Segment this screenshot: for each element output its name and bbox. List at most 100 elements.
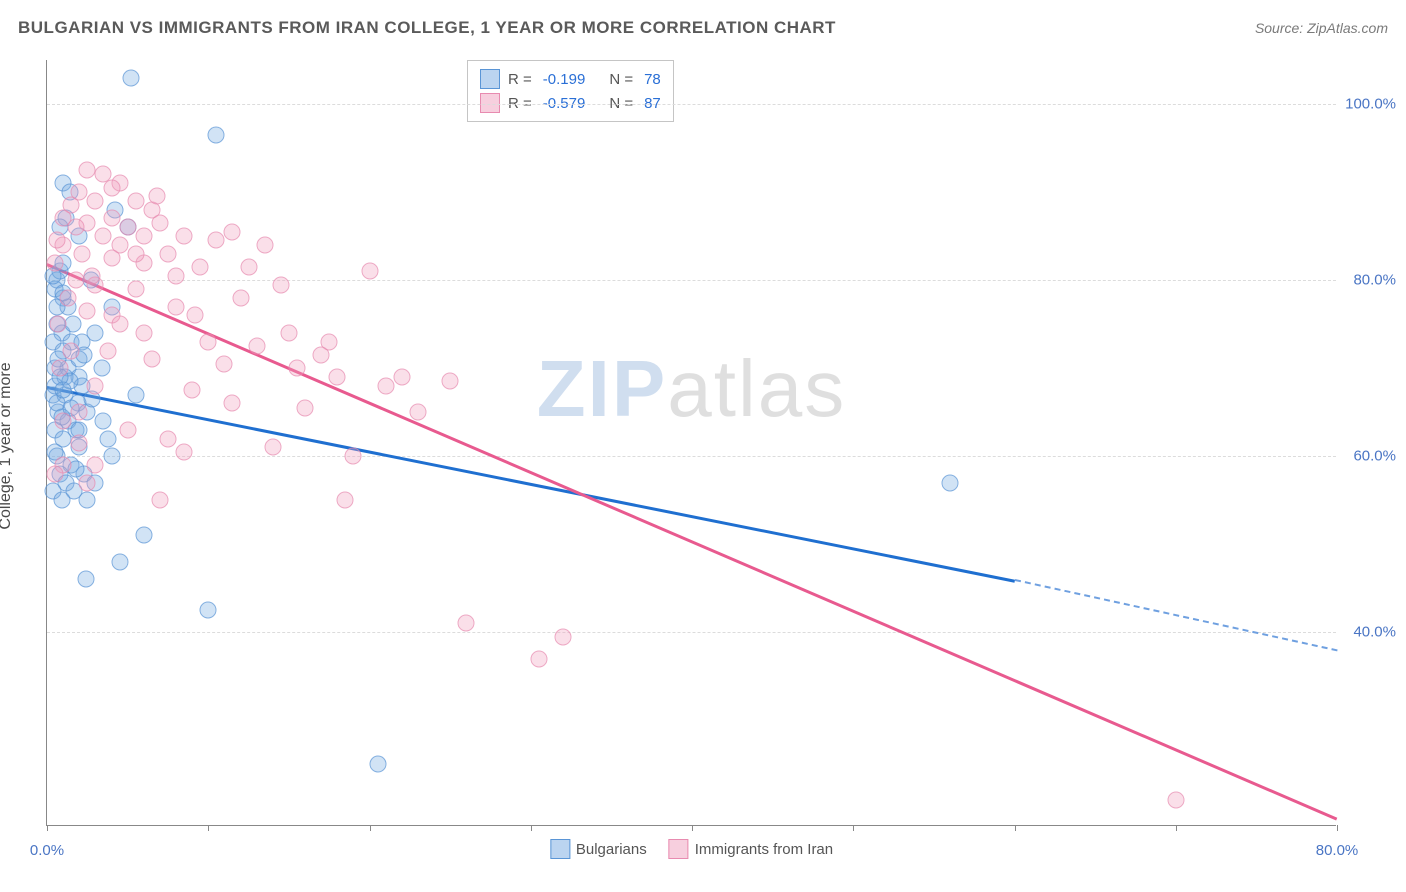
data-point [148,188,165,205]
data-point [224,395,241,412]
data-point [100,342,117,359]
data-point [337,492,354,509]
data-point [119,421,136,438]
data-point [176,443,193,460]
xtick-mark [531,825,532,831]
gridline-h [47,104,1336,105]
data-point [87,457,104,474]
data-point [345,448,362,465]
data-point [232,289,249,306]
n-value-blue: 78 [644,71,661,88]
data-point [530,650,547,667]
data-point [103,210,120,227]
data-point [192,258,209,275]
data-point [151,214,168,231]
r-value-blue: -0.199 [543,71,586,88]
data-point [458,615,475,632]
data-point [59,289,76,306]
data-point [176,228,193,245]
legend-correlation: R = -0.199 N = 78 R = -0.579 N = 87 [467,60,674,122]
chart-plot-area: ZIPatlas R = -0.199 N = 78 R = -0.579 N … [46,60,1336,826]
xtick-mark [1015,825,1016,831]
data-point [127,280,144,297]
data-point [135,527,152,544]
data-point [393,368,410,385]
data-point [79,162,96,179]
data-point [1167,791,1184,808]
watermark-zip: ZIP [537,344,667,433]
swatch-blue [550,839,570,859]
data-point [95,228,112,245]
trend-line [47,263,1338,820]
r-value-pink: -0.579 [543,95,586,112]
data-point [79,492,96,509]
data-point [248,338,265,355]
data-point [200,602,217,619]
trend-line [1014,579,1337,651]
xtick-mark [1337,825,1338,831]
data-point [208,126,225,143]
data-point [272,276,289,293]
data-point [103,448,120,465]
swatch-pink [669,839,689,859]
legend-row-pink: R = -0.579 N = 87 [480,91,661,115]
data-point [135,228,152,245]
y-axis-label: College, 1 year or more [0,362,15,529]
legend-label-iran: Immigrants from Iran [695,841,833,858]
data-point [79,474,96,491]
data-point [127,192,144,209]
data-point [93,360,110,377]
data-point [111,316,128,333]
swatch-blue [480,69,500,89]
source-attribution: Source: ZipAtlas.com [1255,20,1388,36]
data-point [216,355,233,372]
data-point [55,412,72,429]
data-point [135,324,152,341]
xtick-mark [853,825,854,831]
data-point [68,272,85,289]
data-point [51,360,68,377]
data-point [119,219,136,236]
data-point [87,324,104,341]
ytick-label: 40.0% [1341,624,1396,641]
ytick-label: 60.0% [1341,448,1396,465]
data-point [224,223,241,240]
data-point [168,298,185,315]
chart-title: BULGARIAN VS IMMIGRANTS FROM IRAN COLLEG… [18,18,836,38]
data-point [53,492,70,509]
r-label: R = [508,95,532,112]
data-point [313,346,330,363]
title-bar: BULGARIAN VS IMMIGRANTS FROM IRAN COLLEG… [18,18,1388,38]
data-point [256,236,273,253]
data-point [184,382,201,399]
legend-item-iran: Immigrants from Iran [669,839,833,859]
data-point [68,219,85,236]
data-point [111,553,128,570]
xtick-mark [370,825,371,831]
data-point [47,254,64,271]
data-point [168,267,185,284]
data-point [64,316,81,333]
data-point [361,263,378,280]
data-point [71,404,88,421]
data-point [942,474,959,491]
data-point [264,439,281,456]
data-point [555,628,572,645]
data-point [55,382,72,399]
data-point [100,430,117,447]
gridline-h [47,280,1336,281]
legend-item-bulgarians: Bulgarians [550,839,647,859]
data-point [74,245,91,262]
legend-row-blue: R = -0.199 N = 78 [480,67,661,91]
data-point [297,399,314,416]
xtick-mark [208,825,209,831]
data-point [409,404,426,421]
data-point [79,302,96,319]
n-label: N = [609,95,633,112]
data-point [143,351,160,368]
data-point [71,435,88,452]
data-point [200,333,217,350]
data-point [103,179,120,196]
data-point [103,250,120,267]
data-point [122,69,139,86]
